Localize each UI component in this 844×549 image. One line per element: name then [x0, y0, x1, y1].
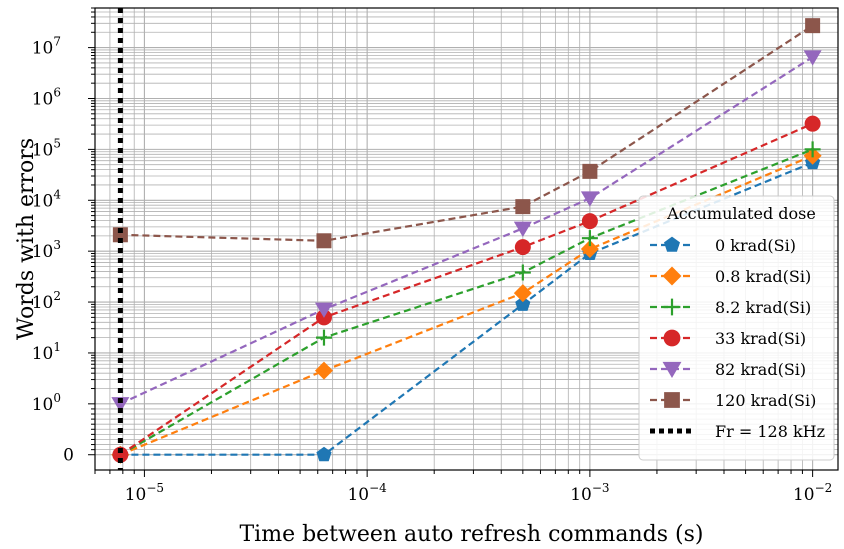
diamond-marker [662, 266, 682, 286]
y-tick-label: 105 [32, 136, 61, 160]
x-tick-label: 10−2 [793, 481, 832, 505]
y-tick-label: 106 [32, 85, 61, 109]
y-tick-label: 0 [63, 446, 74, 466]
plus-marker [315, 329, 332, 346]
square-marker [582, 163, 598, 179]
circle-marker [112, 446, 129, 463]
diamond-marker [513, 284, 532, 303]
legend-item: 33 krad(Si) [650, 329, 806, 348]
square-marker [805, 18, 821, 34]
legend-label: 8.2 krad(Si) [715, 298, 811, 317]
y-tick-base: 10 [32, 293, 54, 313]
y-axis-label: Words with errors [14, 138, 39, 340]
legend-label: 0.8 krad(Si) [715, 267, 811, 286]
y-tick-label: 101 [32, 340, 61, 364]
y-tick-base: 10 [32, 191, 54, 211]
y-tick-exp: 1 [53, 340, 61, 354]
y-tick-label: 104 [32, 187, 62, 211]
y-tick-base: 10 [32, 395, 54, 415]
series-5 [112, 18, 821, 249]
pentagon-marker [316, 446, 332, 462]
series-4 [111, 50, 822, 413]
y-tick-exp: 2 [53, 289, 61, 303]
circle-marker [514, 239, 531, 256]
x-axis-label: Time between auto refresh commands (s) [240, 522, 704, 547]
x-tick-base: 10 [347, 485, 369, 505]
legend-label: 82 krad(Si) [715, 360, 806, 379]
legend-item: 82 krad(Si) [650, 360, 806, 379]
circle-marker [581, 213, 598, 230]
legend-title: Accumulated dose [666, 204, 816, 223]
x-tick-base: 10 [793, 485, 815, 505]
triangle-down-marker [111, 397, 130, 413]
triangle-down-marker [803, 50, 822, 66]
y-tick-base: 10 [32, 140, 54, 160]
legend-label: Fr = 128 kHz [715, 422, 825, 441]
y-tick-base: 10 [32, 89, 54, 109]
square-marker [112, 227, 128, 243]
diamond-marker [314, 361, 333, 380]
circle-marker [804, 115, 821, 132]
x-tick-label: 10−5 [125, 481, 164, 505]
pentagon-marker [515, 296, 531, 311]
plus-marker [804, 141, 821, 158]
y-tick-exp: 5 [53, 136, 61, 150]
y-tick-exp: 3 [53, 238, 61, 252]
plus-marker [514, 264, 531, 281]
legend-label: 0 krad(Si) [715, 236, 796, 255]
y-tick-exp: 7 [53, 35, 61, 49]
legend-label: 120 krad(Si) [715, 391, 816, 410]
triangle-down-marker [580, 191, 599, 207]
legend-box [638, 195, 835, 461]
legend-item: 0 krad(Si) [650, 236, 796, 255]
plot-frame [94, 7, 839, 471]
series-line [120, 24, 814, 242]
square-marker [316, 233, 332, 249]
y-tick-label: 107 [32, 35, 61, 59]
y-tick-base: 10 [32, 39, 54, 59]
y-tick-label: 100 [32, 391, 61, 415]
square-marker [664, 392, 680, 408]
x-tick-label: 10−4 [347, 481, 387, 505]
triangle-down-marker [513, 221, 532, 237]
legend-item: 0.8 krad(Si) [650, 266, 811, 286]
plus-marker [663, 298, 681, 316]
legend-item: 8.2 krad(Si) [650, 298, 811, 317]
y-tick-label: 103 [32, 238, 61, 262]
x-tick-exp: −2 [815, 481, 833, 495]
series-3 [112, 115, 821, 463]
x-tick-base: 10 [125, 485, 147, 505]
ticks: 10−5 10−4 10−3 10−2010010110210310410510610… [32, 7, 832, 505]
x-tick-label: 10−3 [570, 481, 609, 505]
x-tick-exp: −4 [369, 481, 387, 495]
y-tick-base: 10 [32, 344, 54, 364]
y-tick-base: 10 [32, 242, 54, 262]
x-tick-exp: −3 [592, 481, 610, 495]
x-tick-base: 10 [570, 485, 592, 505]
diamond-marker [580, 240, 599, 259]
triangle-down-marker [314, 302, 333, 318]
y-tick-label: 102 [32, 289, 61, 313]
legend-item: 120 krad(Si) [650, 391, 816, 410]
triangle-down-marker [662, 361, 682, 378]
x-tick-exp: −5 [146, 481, 164, 495]
square-marker [515, 199, 531, 215]
plus-marker [581, 230, 598, 247]
y-tick-exp: 4 [53, 187, 61, 201]
circle-marker [663, 329, 681, 347]
series-layer [111, 18, 822, 464]
legend: Accumulated dose 0 krad(Si) 0.8 krad(Si) 8.… [638, 195, 835, 461]
pentagon-marker [664, 236, 680, 252]
y-tick-exp: 0 [53, 391, 61, 405]
legend-item-vline: Fr = 128 kHz [650, 422, 825, 441]
legend-label: 33 krad(Si) [715, 329, 806, 348]
series-line [119, 56, 814, 405]
y-tick-exp: 6 [53, 85, 61, 99]
